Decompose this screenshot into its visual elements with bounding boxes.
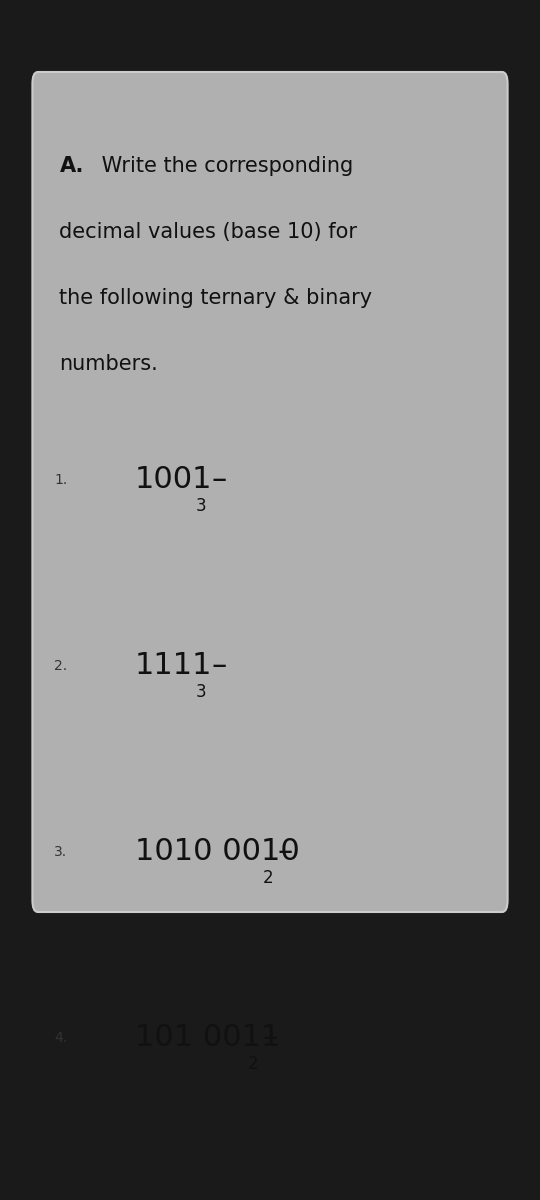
Text: 2: 2 — [262, 869, 273, 887]
Text: –: – — [278, 838, 293, 866]
Text: 1010 0010: 1010 0010 — [135, 838, 300, 866]
Text: 101 0011: 101 0011 — [135, 1024, 280, 1052]
Text: the following ternary & binary: the following ternary & binary — [59, 288, 373, 308]
Text: A.: A. — [59, 156, 84, 176]
Text: 3.: 3. — [54, 845, 67, 859]
Text: numbers.: numbers. — [59, 354, 158, 374]
Text: 2.: 2. — [54, 659, 67, 673]
Text: 4.: 4. — [54, 1031, 67, 1045]
Text: –: – — [263, 1024, 278, 1052]
Text: 1111: 1111 — [135, 652, 213, 680]
Text: Write the corresponding: Write the corresponding — [94, 156, 353, 176]
Text: –: – — [211, 652, 226, 680]
Text: –: – — [211, 466, 226, 494]
FancyBboxPatch shape — [32, 72, 508, 912]
Text: 1.: 1. — [54, 473, 68, 487]
Text: 1001: 1001 — [135, 466, 213, 494]
Text: 3: 3 — [196, 683, 207, 701]
Text: 2: 2 — [248, 1055, 259, 1073]
Text: 3: 3 — [196, 497, 207, 515]
Text: decimal values (base 10) for: decimal values (base 10) for — [59, 222, 357, 242]
